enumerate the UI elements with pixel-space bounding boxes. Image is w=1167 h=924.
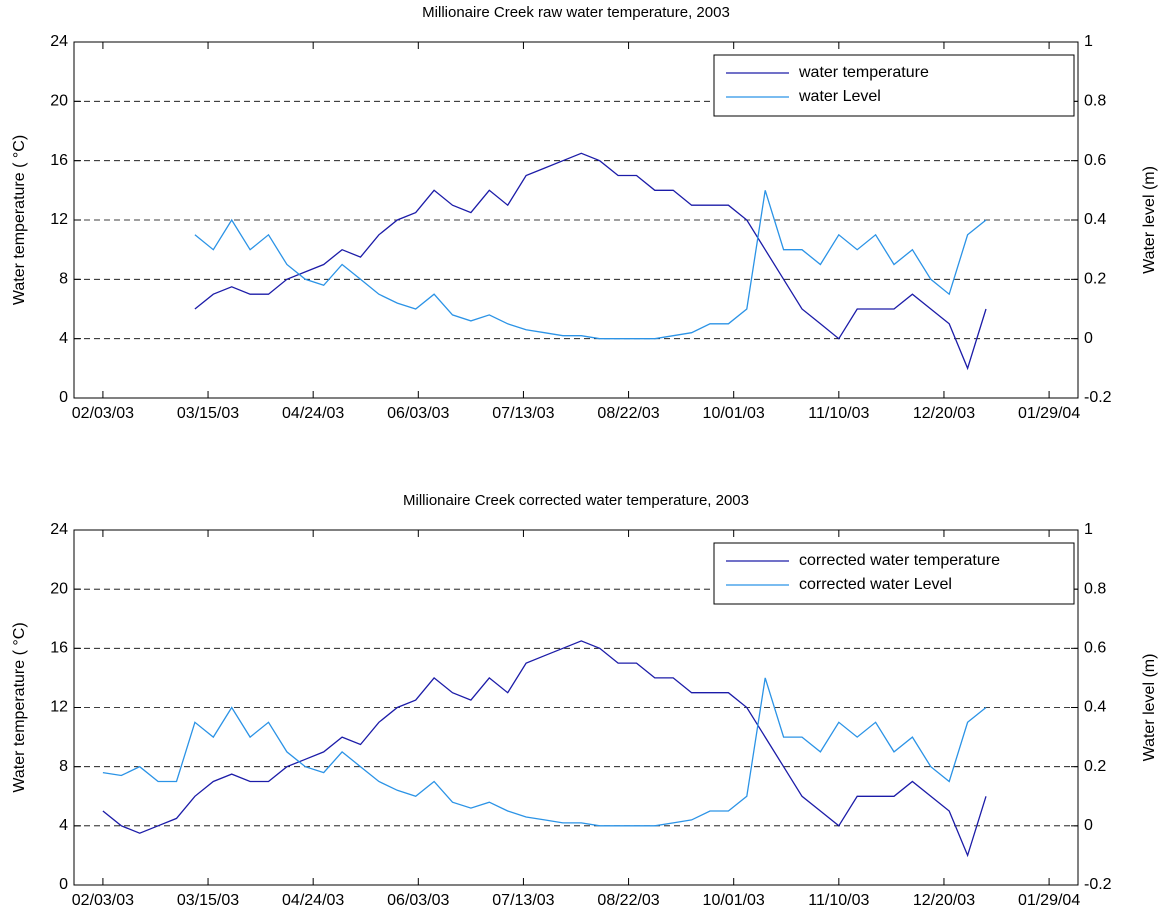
x-tick-label: 12/20/03 bbox=[913, 405, 975, 422]
y-tick-label: 16 bbox=[50, 640, 68, 657]
x-tick-label: 11/10/03 bbox=[808, 405, 869, 422]
x-tick-label: 10/01/03 bbox=[703, 405, 765, 422]
x-tick-label: 08/22/03 bbox=[597, 892, 659, 909]
x-tick-label: 07/13/03 bbox=[492, 892, 554, 909]
y2-tick-label: 0.6 bbox=[1084, 640, 1106, 657]
y-tick-label: 4 bbox=[59, 330, 68, 347]
x-tick-label: 01/29/04 bbox=[1018, 405, 1080, 422]
y2-tick-label: 0.4 bbox=[1084, 211, 1106, 228]
x-tick-label: 03/15/03 bbox=[177, 892, 239, 909]
y2-tick-label: 0.6 bbox=[1084, 152, 1106, 169]
y2-tick-label: 0.4 bbox=[1084, 699, 1106, 716]
data-line bbox=[194, 190, 987, 340]
y-tick-label: 12 bbox=[50, 699, 68, 716]
y-tick-label: 20 bbox=[50, 580, 68, 597]
y2-tick-label: 0.2 bbox=[1084, 271, 1106, 288]
plot-frame bbox=[73, 529, 1079, 886]
y-tick-label: 0 bbox=[59, 876, 68, 893]
y-tick-label: 4 bbox=[59, 817, 68, 834]
data-line bbox=[102, 640, 987, 858]
x-tick-label: 02/03/03 bbox=[72, 892, 134, 909]
y2-tick-label: 0.8 bbox=[1084, 93, 1106, 110]
y-tick-label: 16 bbox=[50, 152, 68, 169]
x-tick-label: 08/22/03 bbox=[597, 405, 659, 422]
x-tick-label: 04/24/03 bbox=[282, 405, 344, 422]
y-tick-label: 24 bbox=[50, 521, 68, 538]
y-tick-label: 24 bbox=[50, 33, 68, 50]
y2-tick-label: 0 bbox=[1084, 817, 1093, 834]
y-axis-label: Water temperature ( °C) bbox=[11, 622, 28, 792]
x-tick-label: 07/13/03 bbox=[492, 405, 554, 422]
chart-title: Millionaire Creek corrected water temper… bbox=[403, 492, 749, 509]
data-line bbox=[194, 152, 987, 371]
legend-box bbox=[713, 542, 1075, 605]
legend-label: corrected water temperature bbox=[799, 552, 1000, 569]
legend-label: corrected water Level bbox=[799, 576, 952, 593]
x-tick-label: 11/10/03 bbox=[808, 892, 869, 909]
x-tick-label: 01/29/04 bbox=[1018, 892, 1080, 909]
y-tick-label: 12 bbox=[50, 211, 68, 228]
y2-tick-label: 0 bbox=[1084, 330, 1093, 347]
x-tick-label: 02/03/03 bbox=[72, 405, 134, 422]
y-axis-label: Water temperature ( °C) bbox=[11, 135, 28, 305]
y2-tick-label: -0.2 bbox=[1084, 876, 1112, 893]
legend-label: water temperature bbox=[798, 64, 929, 81]
data-line bbox=[102, 677, 987, 827]
y-tick-label: 8 bbox=[59, 271, 68, 288]
y-tick-label: 8 bbox=[59, 758, 68, 775]
y2-axis-label: Water level (m) bbox=[1141, 654, 1158, 762]
x-tick-label: 06/03/03 bbox=[387, 405, 449, 422]
x-tick-label: 03/15/03 bbox=[177, 405, 239, 422]
y2-tick-label: 1 bbox=[1084, 521, 1093, 538]
y2-tick-label: 1 bbox=[1084, 33, 1093, 50]
x-tick-label: 06/03/03 bbox=[387, 892, 449, 909]
y2-tick-label: 0.2 bbox=[1084, 758, 1106, 775]
y2-axis-label: Water level (m) bbox=[1141, 166, 1158, 274]
y-tick-label: 0 bbox=[59, 389, 68, 406]
legend-label: water Level bbox=[798, 88, 881, 105]
plot-frame bbox=[73, 41, 1079, 399]
chart-title: Millionaire Creek raw water temperature,… bbox=[422, 4, 730, 21]
y2-tick-label: -0.2 bbox=[1084, 389, 1112, 406]
x-tick-label: 12/20/03 bbox=[913, 892, 975, 909]
y-tick-label: 20 bbox=[50, 93, 68, 110]
y2-tick-label: 0.8 bbox=[1084, 580, 1106, 597]
x-tick-label: 04/24/03 bbox=[282, 892, 344, 909]
legend-box bbox=[713, 54, 1075, 117]
x-tick-label: 10/01/03 bbox=[703, 892, 765, 909]
